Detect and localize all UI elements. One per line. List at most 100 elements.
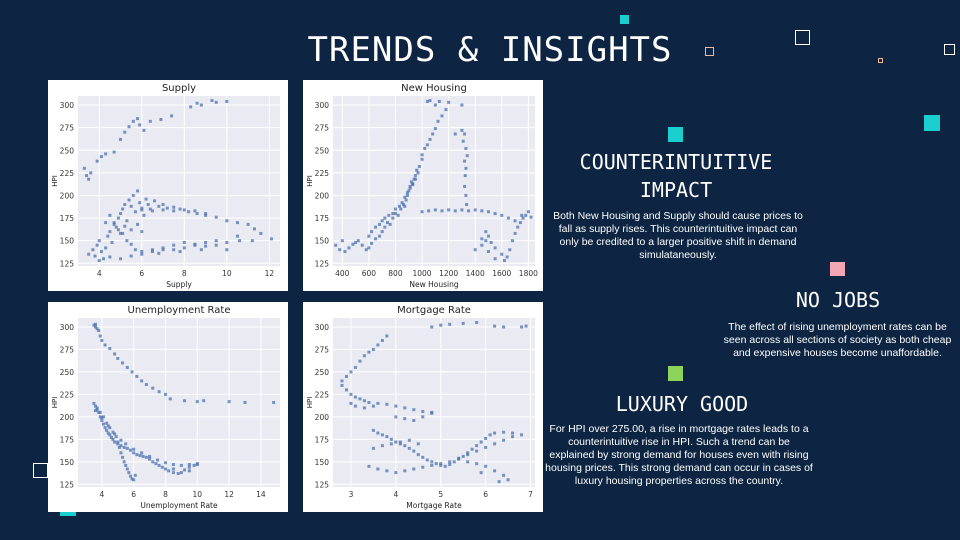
scatter-point (95, 406, 99, 410)
scatter-point (138, 201, 142, 205)
scatter-point (111, 430, 115, 434)
scatter-point (165, 206, 169, 210)
scatter-point (214, 243, 218, 247)
scatter-point (161, 248, 165, 252)
decor-square-outline-peach (705, 47, 714, 56)
scatter-point (125, 446, 129, 450)
scatter-point (430, 463, 434, 467)
x-tick-label: 1600 (492, 269, 511, 278)
scatter-point (393, 212, 397, 216)
scatter-point (151, 460, 155, 464)
scatter-point (124, 463, 128, 467)
x-tick-label: 1200 (439, 269, 458, 278)
scatter-point (148, 457, 152, 461)
scatter-point (461, 454, 465, 458)
scatter-point (140, 451, 144, 455)
scatter-point (157, 463, 161, 467)
decor-square-outline-left (33, 463, 48, 478)
scatter-point (457, 456, 461, 460)
scatter-point (179, 463, 183, 467)
scatter-point (178, 207, 182, 211)
scatter-point (176, 472, 180, 476)
scatter-point (100, 338, 104, 342)
chart-title: New Housing (401, 83, 467, 94)
scatter-point (178, 250, 182, 254)
scatter-point (430, 325, 434, 329)
scatter-point (124, 442, 128, 446)
y-tick-label: 300 (315, 323, 330, 332)
scatter-point (411, 182, 415, 186)
scatter-point (171, 471, 175, 475)
scatter-point (493, 431, 497, 435)
scatter-point (159, 118, 163, 122)
scatter-point (349, 401, 353, 405)
scatter-point (433, 103, 437, 107)
scatter-point (161, 246, 165, 250)
scatter-chart-unemployment-rate: 125 150 175 200 225 250 275 300 4 6 8 10 12 14 Unemplo… (51, 305, 280, 510)
scatter-point (493, 246, 497, 250)
scatter-point (383, 216, 387, 220)
x-axis-label: Mortgage Rate (406, 501, 462, 510)
scatter-point (463, 132, 467, 136)
scatter-point (259, 231, 263, 235)
decor-square-cyan-right (924, 115, 940, 131)
scatter-point (243, 401, 247, 404)
scatter-point (89, 171, 93, 175)
scatter-point (452, 460, 456, 464)
x-tick-label: 4 (97, 269, 102, 278)
scatter-point (475, 444, 479, 448)
scatter-point (129, 204, 133, 208)
x-tick-label: 400 (335, 269, 350, 278)
scatter-point (146, 203, 150, 207)
scatter-point (436, 119, 440, 123)
scatter-point (385, 469, 389, 473)
scatter-point (119, 231, 123, 235)
scatter-point (460, 103, 464, 107)
scatter-point (464, 166, 468, 170)
scatter-point (102, 257, 106, 261)
scatter-point (403, 417, 407, 421)
scatter-point (100, 416, 104, 420)
scatter-point (103, 426, 107, 430)
scatter-point (148, 207, 152, 211)
scatter-point (404, 198, 408, 202)
scatter-point (508, 248, 512, 252)
scatter-point (132, 478, 136, 482)
scatter-point (132, 447, 136, 451)
scatter-point (106, 424, 110, 428)
scatter-point (493, 257, 497, 261)
scatter-point (385, 435, 389, 439)
y-tick-label: 275 (60, 124, 75, 133)
y-tick-label: 275 (60, 345, 75, 354)
scatter-point (360, 243, 364, 247)
scatter-point (433, 127, 437, 131)
scatter-point (376, 431, 380, 435)
scatter-point (112, 150, 116, 154)
scatter-point (199, 248, 203, 252)
scatter-point (431, 132, 435, 136)
y-tick-label: 200 (315, 413, 330, 422)
scatter-point (511, 435, 515, 439)
scatter-point (133, 210, 137, 214)
scatter-point (416, 442, 420, 446)
scatter-point (351, 242, 355, 246)
scatter-point (119, 137, 123, 141)
scatter-point (387, 213, 391, 217)
scatter-point (122, 445, 126, 449)
scatter-point (95, 159, 99, 163)
scatter-point (93, 404, 97, 408)
scatter-point (93, 325, 97, 329)
scatter-point (113, 352, 117, 356)
scatter-point (401, 203, 405, 207)
scatter-point (116, 440, 120, 444)
scatter-point (182, 246, 186, 250)
scatter-point (367, 464, 371, 468)
x-axis-label: New Housing (409, 280, 458, 289)
scatter-point (425, 458, 429, 462)
scatter-point (97, 329, 101, 333)
scatter-point (110, 240, 114, 244)
scatter-point (99, 155, 103, 159)
scatter-point (420, 157, 424, 161)
scatter-point (133, 473, 137, 477)
scatter-point (150, 248, 154, 252)
